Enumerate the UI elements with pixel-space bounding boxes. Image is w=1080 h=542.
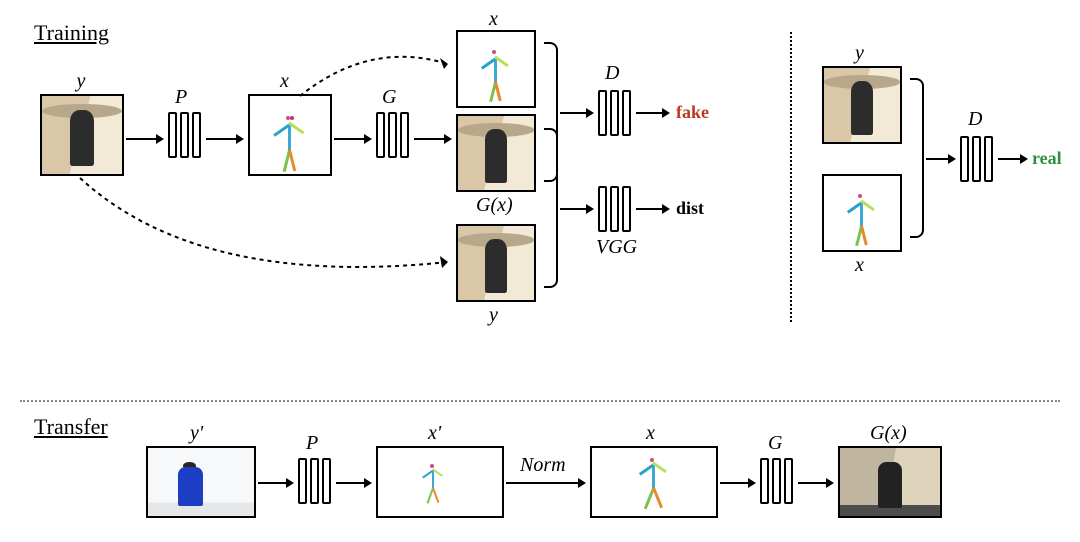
vertical-separator <box>790 32 792 322</box>
label-gx: G(x) <box>476 194 513 217</box>
img-x2 <box>590 446 718 518</box>
label-y-r: y <box>855 42 864 65</box>
label-norm: Norm <box>520 454 566 477</box>
bracket-d-real <box>910 78 924 238</box>
net-vgg <box>598 186 631 232</box>
img-y-input <box>40 94 124 176</box>
label-g2: G <box>768 432 782 455</box>
arrow-x-to-g <box>334 134 372 144</box>
arrow-bracket-to-vgg <box>560 204 594 214</box>
bracket-vgg <box>544 128 558 288</box>
label-x-top: x <box>489 8 498 31</box>
label-xprime: x' <box>428 422 441 445</box>
arrow-dashed-y-to-ybottom <box>80 178 458 288</box>
label-y-bottom: y <box>489 304 498 327</box>
arrow-g-to-gx <box>414 134 452 144</box>
label-fake: fake <box>676 102 709 123</box>
arrow-xprime-to-x <box>506 478 586 488</box>
label-y-in: y <box>71 70 91 93</box>
arrow-bracket-to-d <box>560 108 594 118</box>
section-transfer: Transfer <box>34 414 108 440</box>
horizontal-separator <box>20 400 1060 402</box>
label-p: P <box>175 86 187 109</box>
label-gx2: G(x) <box>870 422 907 445</box>
label-dist: dist <box>676 198 704 219</box>
img-gx2 <box>838 446 942 518</box>
label-x-mid: x <box>280 70 289 93</box>
img-y-r <box>822 66 902 144</box>
arrow-p2-to-xprime <box>336 478 372 488</box>
net-d-r <box>960 136 993 182</box>
net-g2 <box>760 458 793 504</box>
arrow-bracket-to-d-r <box>926 154 956 164</box>
arrow-dashed-x-to-xtop <box>300 54 458 104</box>
arrow-d-to-real <box>998 154 1028 164</box>
label-vgg: VGG <box>596 236 637 259</box>
arrow-g2-to-gx2 <box>798 478 834 488</box>
arrow-vgg-to-dist <box>636 204 670 214</box>
label-p2: P <box>306 432 318 455</box>
img-x-r <box>822 174 902 252</box>
label-d-r: D <box>968 108 982 131</box>
img-gx <box>456 114 536 192</box>
section-training: Training <box>34 20 109 46</box>
img-y-bottom <box>456 224 536 302</box>
arrow-yprime-to-p <box>258 478 294 488</box>
arrow-y-to-p <box>126 134 164 144</box>
img-x-pose <box>248 94 332 176</box>
net-g <box>376 112 409 158</box>
img-x-top <box>456 30 536 108</box>
arrow-d-to-fake <box>636 108 670 118</box>
label-d: D <box>605 62 619 85</box>
label-x2: x <box>646 422 655 445</box>
arrow-p-to-x <box>206 134 244 144</box>
net-p <box>168 112 201 158</box>
arrow-x2-to-g2 <box>720 478 756 488</box>
net-p2 <box>298 458 331 504</box>
label-real: real <box>1032 148 1062 169</box>
label-yprime: y' <box>190 422 203 445</box>
img-xprime <box>376 446 504 518</box>
img-yprime <box>146 446 256 518</box>
label-x-r: x <box>855 254 864 277</box>
net-d <box>598 90 631 136</box>
